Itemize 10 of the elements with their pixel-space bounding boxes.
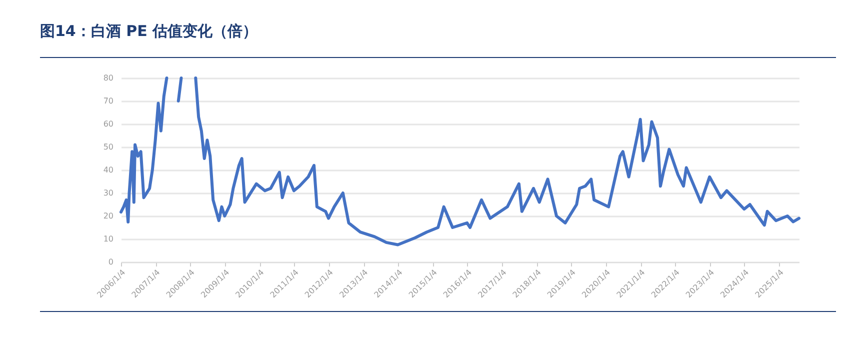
y-tick-label: 40 bbox=[103, 166, 114, 174]
y-tick-label: 30 bbox=[103, 188, 114, 198]
y-tick-label: 0 bbox=[108, 258, 114, 266]
chart-title: 图14：白酒 PE 估值变化（倍） bbox=[40, 22, 258, 41]
y-tick-label: 60 bbox=[103, 120, 114, 128]
y-tick-label: 20 bbox=[103, 212, 114, 220]
y-tick-label: 10 bbox=[103, 234, 114, 244]
y-tick-label: 70 bbox=[103, 96, 114, 106]
y-tick-label: 50 bbox=[103, 142, 114, 152]
y-tick-label: 80 bbox=[103, 74, 114, 82]
